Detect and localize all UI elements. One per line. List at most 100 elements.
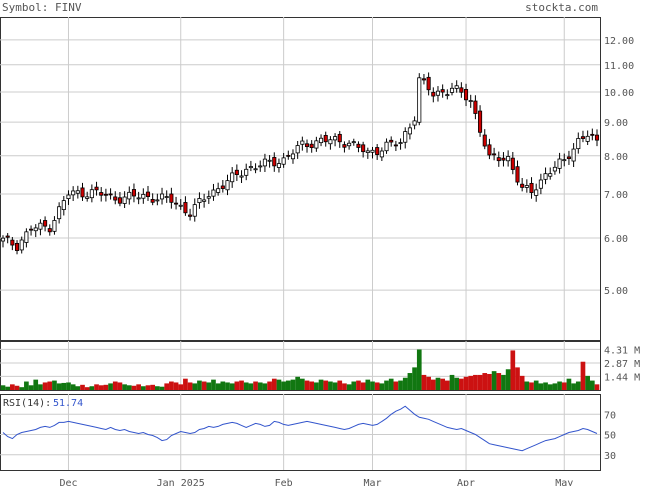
candle-body	[150, 199, 155, 203]
volume-bar	[84, 387, 90, 390]
volume-bar	[145, 385, 151, 390]
candle-body	[482, 134, 487, 147]
candle-body	[389, 139, 394, 143]
candle-body	[468, 100, 473, 102]
candle-body	[174, 202, 179, 205]
volume-bar	[220, 381, 226, 390]
candle-body	[216, 188, 221, 193]
rsi-tick-label: 50	[604, 431, 616, 442]
candle-body	[384, 141, 389, 152]
volume-bar	[239, 380, 244, 390]
candle-body	[29, 228, 34, 231]
volume-bar	[61, 382, 67, 390]
candle-body	[188, 214, 193, 217]
volume-bar	[206, 382, 212, 390]
volume-bar	[281, 381, 286, 390]
volume-bar	[197, 380, 202, 390]
volume-bar	[14, 385, 20, 390]
candle-body	[319, 137, 324, 144]
rsi-value: 51.74	[53, 398, 83, 409]
candle-body	[122, 196, 127, 204]
candle-body	[576, 138, 581, 150]
volume-bar	[0, 385, 6, 390]
candle-body	[464, 89, 469, 101]
candle-body	[412, 120, 417, 126]
candle-body	[379, 150, 384, 158]
volume-bar	[421, 374, 427, 390]
candle-body	[164, 196, 169, 198]
candle-body	[262, 158, 267, 167]
volume-bar	[491, 371, 497, 390]
candle-body	[529, 182, 534, 193]
volume-bar	[314, 382, 319, 390]
volume-bar	[103, 384, 109, 390]
candle-body	[178, 204, 183, 207]
volume-bar	[459, 378, 464, 390]
volume-bar	[552, 383, 558, 390]
volume-bar	[393, 381, 399, 390]
candle-body	[426, 76, 431, 91]
volume-bar	[80, 384, 85, 390]
volume-bar	[300, 378, 305, 390]
candle-body	[506, 156, 511, 162]
volume-bar	[444, 380, 450, 390]
volume-bar	[187, 382, 193, 390]
candle-body	[524, 185, 529, 188]
candle-body	[361, 144, 366, 153]
candle-body	[440, 89, 445, 93]
volume-bar	[150, 384, 156, 390]
rsi-tick-label: 30	[604, 451, 616, 462]
volume-bar	[173, 382, 179, 390]
volume-bar	[566, 378, 572, 390]
x-tick-label: Feb	[275, 478, 293, 486]
candle-body	[333, 136, 338, 141]
volume-bar	[561, 382, 567, 390]
volume-bar	[215, 383, 221, 390]
volume-bar	[440, 378, 445, 390]
volume-bar	[98, 385, 104, 390]
volume-bar	[468, 375, 474, 390]
candle-body	[206, 196, 211, 199]
volume-bar	[271, 378, 277, 390]
site-label: stockta.com	[525, 1, 598, 14]
candle-body	[496, 157, 501, 162]
volume-bar	[112, 381, 118, 390]
candle-body	[328, 139, 333, 145]
candle-body	[5, 235, 10, 238]
volume-bar	[295, 376, 300, 390]
volume-bar	[557, 381, 562, 390]
volume-bar	[365, 379, 371, 390]
candle-body	[61, 200, 66, 211]
volume-bar	[533, 380, 539, 390]
candle-body	[398, 142, 403, 144]
volume-bar	[374, 382, 380, 390]
candle-body	[258, 165, 263, 168]
candle-body	[141, 193, 146, 199]
volume-bar	[356, 380, 361, 390]
volume-bar	[463, 376, 469, 390]
volume-bar	[402, 377, 408, 390]
volume-bar	[342, 383, 347, 390]
volume-bar	[430, 379, 436, 390]
candle-body	[85, 196, 90, 199]
candle-body	[538, 179, 543, 189]
candle-body	[548, 173, 553, 177]
candle-body	[342, 144, 347, 148]
candle-body	[202, 199, 207, 202]
candle-body	[24, 231, 29, 243]
candle-body	[230, 172, 235, 183]
candle-body	[94, 186, 99, 191]
volume-bar	[538, 383, 544, 390]
volume-bar	[234, 381, 240, 390]
candle-body	[323, 135, 328, 143]
price-tick-label: 9.00	[604, 118, 628, 129]
volume-bar	[42, 382, 48, 390]
volume-bar	[384, 380, 389, 390]
volume-bar	[547, 384, 553, 390]
volume-bar	[351, 381, 357, 390]
candle-body	[417, 77, 422, 123]
volume-bar	[47, 381, 53, 390]
volume-bar	[449, 374, 455, 390]
volume-bar	[10, 384, 15, 390]
rsi-panel: 70 50 30	[0, 394, 616, 471]
